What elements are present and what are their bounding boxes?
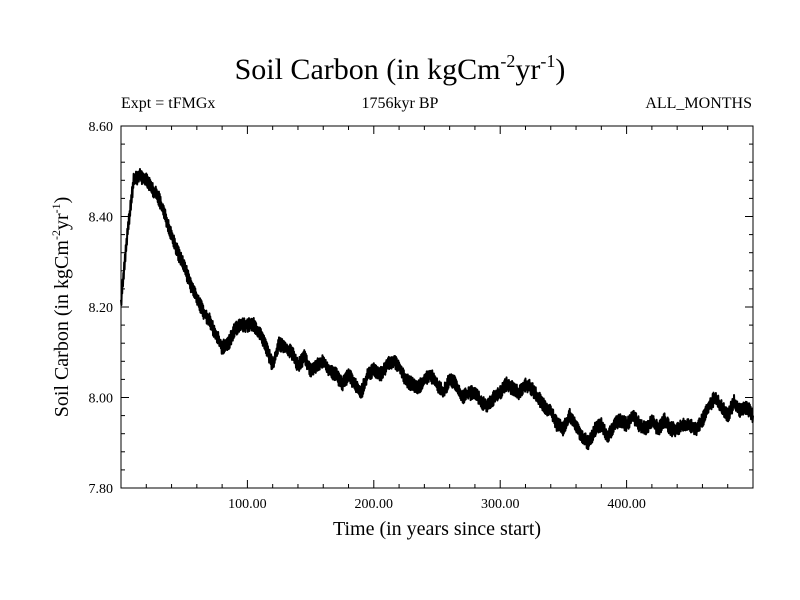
x-tick-label: 400.00 [607,497,646,512]
y-tick-label: 8.00 [89,392,114,407]
y-axis-label: Soil Carbon (in kgCm-2yr-1) [49,196,74,418]
y-tick-label: 7.80 [89,482,114,497]
chart-title: Soil Carbon (in kgCm-2yr-1) [0,52,800,88]
period-label: 1756kyr BP [361,95,439,112]
y-tick-label: 8.40 [89,211,114,226]
series-line [120,167,754,451]
title-exponent-1: -2 [500,51,516,71]
x-tick-label: 100.00 [228,497,267,512]
title-text: Soil Carbon (in kgCm [234,53,501,86]
y-tick-label: 8.60 [89,120,114,135]
y-axis-exponent-1: -2 [49,230,63,241]
title-exponent-2: -1 [540,51,556,71]
months-label: ALL_MONTHS [645,95,752,112]
y-axis-close: ) [51,196,73,204]
experiment-label: Expt = tFMGx [121,95,216,112]
x-tick-label: 200.00 [355,497,394,512]
y-axis-exponent-2: -1 [49,203,63,214]
x-tick-label: 300.00 [481,497,520,512]
y-axis-unit: yr [51,213,73,231]
title-unit: yr [515,53,541,86]
title-close: ) [555,53,566,86]
x-axis-label: Time (in years since start) [332,518,542,540]
y-tick-label: 8.20 [89,301,114,316]
y-axis-label-text: Soil Carbon (in kgCm [51,240,73,418]
